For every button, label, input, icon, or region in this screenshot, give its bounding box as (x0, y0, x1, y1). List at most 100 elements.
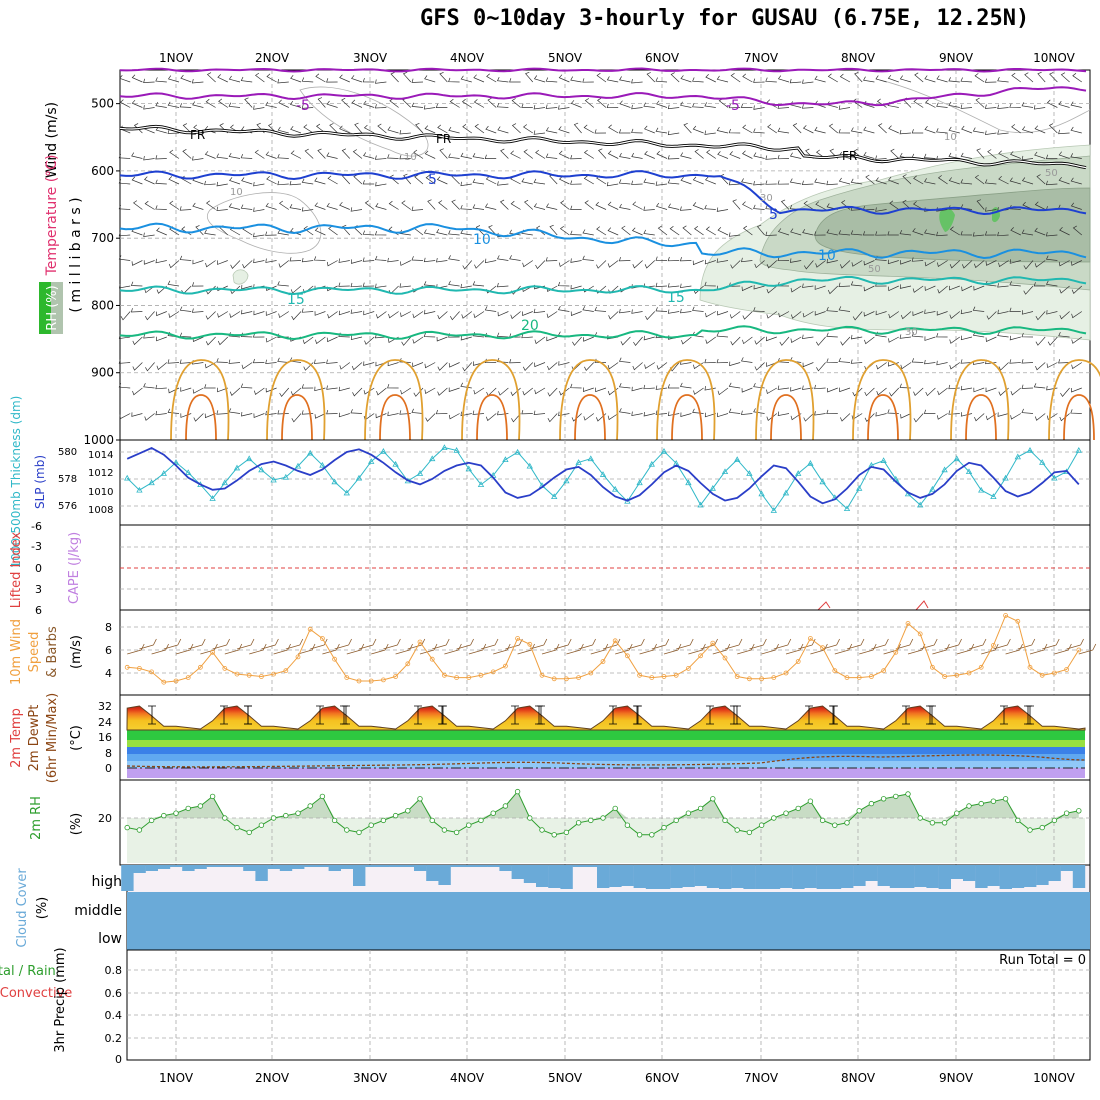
cloud-high-bar (316, 865, 329, 867)
wind-barb (779, 336, 790, 346)
wind-barb (1033, 383, 1046, 389)
wind-barb (606, 181, 619, 187)
upper-air-panel: -5 -5 FR FR FR 5 5 10 10 15 15 20 10 10 … (39, 67, 1100, 447)
cloud-high-bar (658, 865, 671, 889)
hot-contour (1063, 394, 1095, 441)
wind-barb (766, 413, 778, 421)
wind-barb (1011, 124, 1021, 134)
wind-barb (960, 152, 973, 159)
wind-barb (425, 413, 436, 422)
wind-barb (618, 129, 631, 134)
wind-barb (644, 362, 655, 369)
wind-barb (667, 179, 680, 185)
slp-point (965, 468, 973, 475)
slp-grid (120, 440, 1090, 525)
slp-ticks: 1014 1012 1010 1008 (88, 450, 113, 516)
wind10-barb (773, 638, 792, 650)
wind-barb (216, 206, 228, 211)
wind-barb (546, 336, 558, 342)
wind-barb (985, 207, 997, 212)
wind10-barb (310, 638, 328, 650)
cloud-high-bar (511, 865, 524, 879)
wind-barb (437, 362, 448, 371)
wind-barb (364, 336, 375, 345)
slp-label: SLP (mb) (33, 455, 47, 509)
wind-barb (863, 151, 875, 159)
wind10-point (210, 649, 216, 655)
wind-barb (890, 148, 900, 159)
thickness-tick-578: 578 (58, 474, 77, 485)
hot-contour (965, 394, 997, 441)
wind-barb (1070, 387, 1082, 393)
wind10-barb (615, 643, 633, 655)
wind-barb (704, 259, 716, 265)
wind-barb (1059, 413, 1070, 422)
warm-surface-contours (170, 359, 1100, 441)
wind-barb (582, 306, 594, 312)
wind10-barb (1078, 643, 1097, 655)
wind-barb (1071, 285, 1083, 294)
wind-barb (240, 383, 253, 389)
wind-barb (863, 311, 875, 317)
rh2m-point (1051, 817, 1058, 824)
wind10-point (344, 675, 350, 680)
date-label-top: 3NOV (353, 51, 388, 65)
wind-barb (802, 229, 814, 236)
wind-barb (314, 413, 326, 419)
wind-barb (375, 181, 387, 187)
wind-barb (924, 75, 936, 83)
wind-barb (289, 204, 302, 210)
wind-barb (412, 336, 424, 344)
wind-barb (326, 359, 338, 364)
wind-barb (1045, 180, 1058, 186)
wind10-barb (358, 638, 377, 650)
wind-barb (317, 97, 326, 108)
wind-barb (118, 383, 131, 389)
wind-barb (670, 72, 680, 83)
wind-barb (228, 332, 241, 338)
wind-barb (155, 205, 167, 210)
wind-barb (1009, 281, 1021, 287)
wind-barb (278, 311, 289, 319)
wind-barb (716, 126, 729, 134)
wind-barb (777, 256, 790, 262)
wind-barb (838, 177, 851, 185)
slp-point (331, 478, 338, 485)
wind-barb (535, 149, 546, 159)
temp-minmax-bar (220, 705, 228, 725)
wind-barb (766, 285, 778, 294)
cape-panel: Lifted Index CAPE (J/kg) -6 -3 0 3 6 (9, 520, 1091, 617)
wind-barb (863, 260, 875, 266)
wind-barb (545, 104, 558, 109)
wind-barb (1059, 285, 1070, 294)
rh2m-point (563, 829, 570, 836)
wind-barb (997, 412, 1009, 417)
precip-tick-08: 0.8 (105, 964, 123, 977)
wind-barb (742, 225, 753, 236)
wind-barb (511, 98, 521, 108)
cloud-high-bar (292, 865, 305, 869)
wind10-barb (724, 638, 743, 650)
wind-barb (191, 282, 204, 287)
wind-barb (899, 284, 912, 289)
wind10-barb (895, 638, 914, 650)
wind-barb (801, 104, 814, 109)
band-below-0 (127, 768, 1085, 778)
isotherm-freezing-inner (119, 125, 1087, 169)
temp2m-tick-32: 32 (98, 700, 112, 713)
wind10-barb (676, 638, 694, 650)
wind-barb (777, 127, 790, 134)
wind-barb (523, 199, 534, 210)
slp-point (465, 465, 472, 472)
wind-barb (412, 311, 424, 319)
wind-barb (1058, 129, 1070, 135)
wind-barb (131, 99, 143, 108)
wind-barb (949, 226, 960, 236)
wind-barb (474, 260, 485, 269)
wind10-barb (371, 643, 389, 655)
wind-barb (314, 227, 326, 236)
wind-barb (328, 225, 338, 236)
wind-barb (228, 203, 241, 210)
wind-barb (972, 306, 985, 312)
wind-barb (960, 385, 973, 391)
